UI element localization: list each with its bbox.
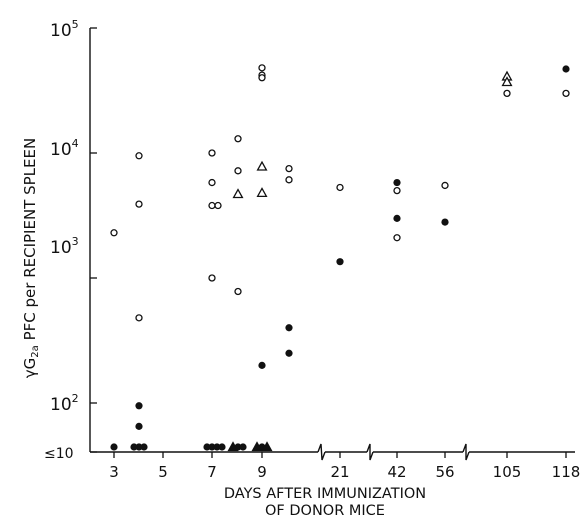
x-tick-label-5: 5 <box>158 463 168 481</box>
y-tick-label-1e3: 103 <box>50 235 79 258</box>
x-axis-breaks <box>317 443 470 461</box>
open-circle-point-day42-18 <box>393 186 401 195</box>
open-circle-point-day10-15 <box>285 164 293 173</box>
open-circle-point-day8-10 <box>234 167 242 175</box>
open-circle-point-day9-12 <box>258 64 266 72</box>
filled-circle-point-day10-4 <box>285 349 293 357</box>
baseline-point-day7-6 <box>203 443 211 451</box>
x-axis-break-1 <box>317 443 326 461</box>
open-circle-point-day105-21 <box>503 89 511 98</box>
filled-circle-point-day42-6 <box>393 178 401 187</box>
y-tick-labels: 105 104 103 102 ≤10 <box>44 18 79 462</box>
baseline-point-day8-9 <box>239 443 247 451</box>
open-circle-point-day4-2 <box>135 200 143 208</box>
x-tick-label-56: 56 <box>435 463 454 481</box>
open-circle-point-day7-5 <box>214 201 222 210</box>
open-circle-point-day21-17 <box>336 183 344 192</box>
open-circle-point-day9-14 <box>258 74 266 82</box>
open-circle-point-day56-20 <box>441 181 449 190</box>
open-circle-point-day7-8 <box>208 178 216 187</box>
x-tick-label-3: 3 <box>109 463 119 481</box>
open-circle-point-day10-16 <box>285 176 293 184</box>
open-circle-point-day4-1 <box>135 152 143 160</box>
open-circle-point-day7-7 <box>208 149 216 157</box>
baseline-point-day4-1 <box>135 443 143 451</box>
filled-circle-point-day10-3 <box>285 324 293 332</box>
baseline-point-day4-2 <box>140 443 148 451</box>
open-circle-point-day7-6 <box>208 274 216 282</box>
x-tick-label-105: 105 <box>493 463 522 481</box>
x-tick-label-42: 42 <box>387 463 406 481</box>
open-triangle-point-day105-4 <box>501 76 513 87</box>
y-axis-label: γG2a PFC per RECIPIENT SPLEEN <box>21 138 41 378</box>
filled-circle-point-day4-1 <box>135 422 143 430</box>
open-circle-point-day8-11 <box>234 287 242 296</box>
baseline-point-day7-5 <box>213 443 221 451</box>
filled-circle-point-day118-9 <box>562 65 570 73</box>
open-triangle-point-day8-0 <box>232 188 244 199</box>
y-tick-label-1e2: 102 <box>50 392 79 415</box>
filled-circle-point-day42-7 <box>393 214 401 222</box>
x-tick-label-9: 9 <box>257 463 267 481</box>
data-markers <box>110 64 570 452</box>
baseline-point-day7-7 <box>218 443 226 451</box>
y-tick-label-1e5: 105 <box>50 18 79 41</box>
axis-ticks <box>90 27 567 458</box>
open-circle-point-day7-4 <box>208 201 216 210</box>
baseline-point-day3-0 <box>110 443 118 451</box>
x-axis-break-3 <box>462 443 470 461</box>
baseline-point-day4-3 <box>130 443 138 451</box>
filled-circle-point-day9-2 <box>258 361 266 369</box>
filled-circle-point-day21-5 <box>336 258 344 266</box>
open-circle-point-day8-9 <box>234 135 242 143</box>
filled-circle-point-day56-8 <box>441 218 449 226</box>
x-axis-label-line1: DAYS AFTER IMMUNIZATION <box>224 486 426 502</box>
filled-circle-point-day4-0 <box>135 402 143 410</box>
x-tick-label-21: 21 <box>330 463 349 481</box>
x-tick-label-118: 118 <box>552 463 581 481</box>
open-triangle-point-day9-1 <box>256 160 268 171</box>
open-circle-point-day4-3 <box>135 314 143 322</box>
open-triangle-point-day9-2 <box>256 187 268 198</box>
open-circle-point-day3-0 <box>110 229 118 237</box>
y-tick-label-1e4: 104 <box>50 137 79 160</box>
baseline-point-day9-13 <box>251 441 263 452</box>
x-axis-label-line2: OF DONOR MICE <box>265 503 385 519</box>
baseline-point-day7-4 <box>208 443 216 451</box>
baseline-point-day9-12 <box>261 441 273 452</box>
baseline-point-day8-10 <box>227 441 239 452</box>
x-tick-labels: 3 5 7 9 21 42 56 105 118 <box>109 463 580 481</box>
open-circle-point-day118-22 <box>562 89 570 98</box>
x-tick-label-7: 7 <box>207 463 217 481</box>
open-circle-point-day42-19 <box>393 234 401 242</box>
x-axis-break-2 <box>366 443 374 461</box>
y-tick-label-le10: ≤10 <box>44 446 74 462</box>
